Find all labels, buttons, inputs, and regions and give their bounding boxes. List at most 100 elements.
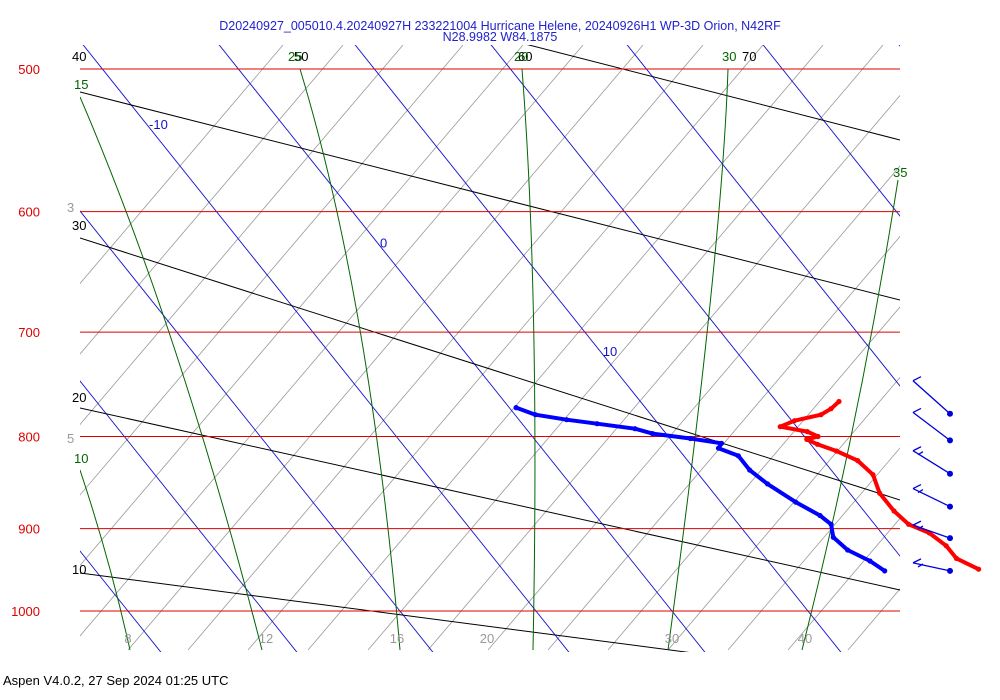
dewpoint-point	[513, 405, 519, 411]
dewpoint-point	[845, 547, 851, 553]
isotherm-line	[762, 45, 900, 217]
dry-adiabat-line	[527, 45, 900, 141]
dewpoint-point	[828, 521, 834, 527]
mixing-ratio-line	[80, 45, 284, 285]
dry-adiabat-label: 60	[518, 49, 532, 64]
temperature-point	[836, 398, 842, 405]
pressure-tick-label: 600	[18, 205, 40, 220]
moist-adiabat-label: 30	[722, 49, 736, 64]
wind-barb-flag	[912, 446, 922, 452]
wind-barb-flag	[917, 451, 924, 456]
moist-adiabat-label: 35	[893, 165, 907, 180]
temperature-point	[976, 566, 982, 572]
wind-barb-staff	[912, 380, 951, 415]
isotherm-label: 10	[603, 344, 617, 359]
moist-adiabat-label: 15	[74, 77, 88, 92]
mixing-ratio-line	[307, 45, 824, 651]
mixing-ratio-line	[367, 45, 884, 651]
dewpoint-point	[718, 440, 725, 446]
moist-adiabat-line	[80, 469, 131, 651]
wind-barb-flag	[912, 520, 922, 526]
temperature-point	[877, 490, 883, 496]
dewpoint-point	[715, 445, 722, 451]
pressure-tick-label: 500	[18, 62, 40, 77]
mixing-ratio-line	[80, 45, 524, 567]
temperature-trace	[778, 400, 980, 571]
dry-adiabat-label: 70	[742, 49, 756, 64]
mixing-ratio-label: 40	[798, 631, 812, 646]
dry-adiabat-line	[80, 237, 900, 501]
pressure-tick-label: 1000	[11, 604, 40, 619]
mixing-ratio-label: 5	[67, 431, 74, 446]
wind-barb-flag	[917, 525, 924, 530]
dewpoint-point	[817, 512, 823, 519]
temperature-point	[953, 555, 960, 562]
dry-adiabat-label: 10	[72, 562, 86, 577]
pressure-tick-label: 800	[18, 430, 40, 445]
dewpoint-point	[830, 534, 836, 540]
mixing-ratio-line	[667, 376, 900, 651]
moist-adiabat-line	[521, 68, 536, 651]
footer-version: Aspen V4.0.2, 27 Sep 2024 01:25 UTC	[3, 673, 229, 688]
moist-adiabat-label: 25	[288, 49, 302, 64]
mixing-ratio-line	[80, 45, 464, 496]
temperature-point	[943, 543, 949, 549]
temperature-point	[906, 521, 912, 527]
pressure-tick-label: 700	[18, 325, 40, 340]
isotherm-line	[80, 210, 434, 652]
wind-barb-station	[947, 470, 953, 477]
temperature-point	[814, 441, 821, 447]
mixing-ratio-label: 30	[665, 631, 679, 646]
isotherm-line	[626, 45, 900, 387]
isotherm-line	[80, 550, 162, 652]
moist-adiabat-line	[299, 68, 401, 651]
dewpoint-point	[882, 568, 888, 574]
wind-barb-station	[947, 567, 953, 574]
dry-adiabat-label: 50	[294, 49, 308, 64]
moist-adiabat-label: 20	[514, 49, 528, 64]
moist-adiabat-line	[80, 96, 263, 651]
wind-barb-flag	[912, 407, 922, 413]
chart-title-line-1: D20240927_005010.4.20240927H 233221004 H…	[219, 19, 781, 33]
temperature-point	[777, 424, 783, 430]
dewpoint-point	[735, 453, 741, 459]
isotherm-line	[898, 45, 900, 47]
dewpoint-point	[687, 435, 694, 442]
dewpoint-point	[564, 417, 570, 423]
wind-barb	[912, 376, 953, 417]
mixing-ratio-label: 8	[124, 631, 131, 646]
temperature-point	[833, 448, 840, 454]
mixing-ratio-line	[787, 517, 900, 651]
wind-barb	[912, 558, 953, 574]
wind-barb-flag	[912, 484, 922, 490]
dry-adiabat-label: 30	[72, 218, 86, 233]
wind-barb	[912, 520, 953, 542]
mixing-ratio-line	[547, 235, 900, 651]
mixing-ratio-label: 12	[259, 631, 273, 646]
wind-barb-staff	[912, 524, 951, 539]
wind-barb-staff	[912, 488, 951, 508]
temperature-point	[891, 508, 897, 514]
wind-barb-flag	[917, 563, 924, 568]
dry-adiabat-line	[80, 91, 900, 301]
wind-barb-flag	[912, 558, 922, 564]
dry-adiabat-label: 20	[72, 390, 86, 405]
temperature-point	[815, 433, 821, 440]
temperature-point	[855, 458, 861, 464]
wind-barb-staff	[912, 411, 951, 441]
dewpoint-point	[532, 412, 539, 418]
moist-adiabat-line	[667, 68, 729, 651]
mixing-ratio-line	[127, 45, 644, 651]
isotherm-line	[354, 45, 842, 652]
mixing-ratio-line	[607, 306, 900, 651]
wind-barb	[912, 484, 953, 510]
wind-barb-flag	[912, 376, 922, 382]
dry-adiabat-line	[80, 572, 690, 652]
mixing-ratio-label: 16	[390, 631, 404, 646]
wind-barb	[912, 407, 953, 444]
mixing-ratio-line	[487, 165, 900, 651]
wind-barb-staff	[912, 562, 951, 572]
wind-barb-flag	[917, 489, 924, 494]
dewpoint-point	[649, 431, 656, 437]
